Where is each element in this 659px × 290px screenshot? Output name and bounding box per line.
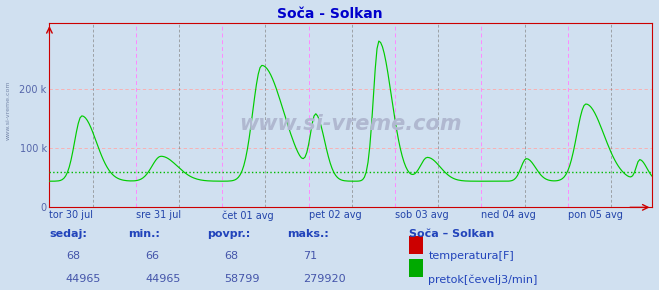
- Text: Soča – Solkan: Soča – Solkan: [409, 229, 494, 239]
- Text: www.si-vreme.com: www.si-vreme.com: [240, 115, 462, 135]
- Text: 66: 66: [145, 251, 159, 261]
- Text: www.si-vreme.com: www.si-vreme.com: [5, 80, 11, 140]
- Text: 68: 68: [224, 251, 238, 261]
- Text: Soča - Solkan: Soča - Solkan: [277, 7, 382, 21]
- Text: min.:: min.:: [129, 229, 160, 239]
- Text: 68: 68: [66, 251, 80, 261]
- Text: 71: 71: [303, 251, 317, 261]
- Text: maks.:: maks.:: [287, 229, 328, 239]
- Text: 44965: 44965: [66, 274, 101, 284]
- Text: temperatura[F]: temperatura[F]: [428, 251, 514, 261]
- Text: 44965: 44965: [145, 274, 181, 284]
- Text: 279920: 279920: [303, 274, 346, 284]
- Text: sedaj:: sedaj:: [49, 229, 87, 239]
- Text: 58799: 58799: [224, 274, 260, 284]
- Text: pretok[čevelj3/min]: pretok[čevelj3/min]: [428, 274, 538, 284]
- Text: povpr.:: povpr.:: [208, 229, 251, 239]
